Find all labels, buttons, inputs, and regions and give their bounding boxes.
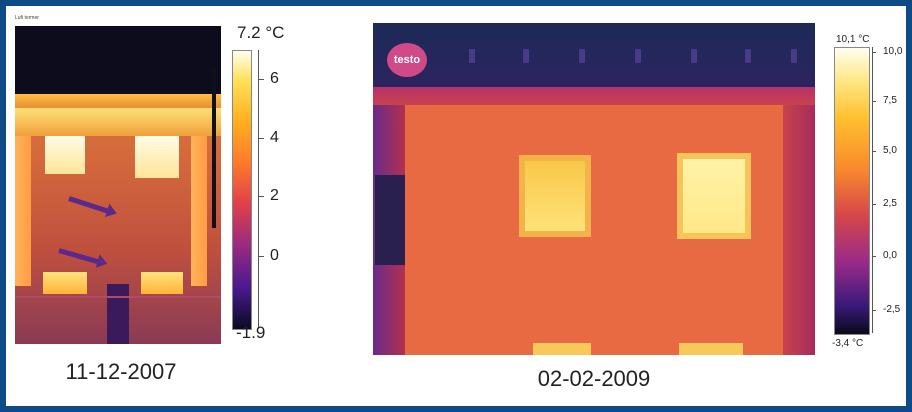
left-arrow-1: [68, 196, 110, 214]
right-lower-glow-2: [679, 343, 743, 355]
testo-logo: testo: [387, 43, 427, 77]
right-tick: [872, 310, 876, 311]
figure-frame: Lufi termer 7.2 °C 6 4 2 0 -1.9 11-12-20…: [6, 6, 906, 406]
left-scale-label: 4: [270, 129, 279, 146]
right-window-2: [677, 153, 751, 239]
left-eaves: [15, 94, 221, 108]
left-window-bottom-2: [141, 272, 183, 294]
left-window-top-2: [135, 136, 179, 178]
roof-skylight: [691, 49, 697, 63]
left-pillar-1: [15, 136, 31, 286]
left-pillar-2: [191, 136, 207, 286]
left-window-top-1: [45, 136, 85, 174]
right-scale-label: 2,5: [883, 198, 897, 209]
left-door: [107, 284, 129, 344]
roof-skylight: [745, 49, 751, 63]
left-image-edge: [212, 68, 216, 228]
right-tick: [872, 256, 876, 257]
right-thermal-image: testo: [373, 23, 815, 355]
left-thermal-image: [15, 26, 221, 344]
right-date-caption: 02-02-2009: [537, 366, 651, 391]
right-color-scale: [834, 47, 870, 335]
left-scale-label: 2: [270, 187, 279, 204]
right-lower-glow-1: [533, 343, 591, 355]
right-right-side: [783, 105, 815, 355]
right-roof: [373, 23, 815, 87]
left-sky: [15, 26, 221, 94]
left-tick: [258, 138, 264, 139]
right-tick: [872, 204, 876, 205]
roof-skylight: [523, 49, 529, 63]
right-tick: [872, 151, 876, 152]
right-scale-label: 0,0: [883, 250, 897, 261]
roof-skylight: [469, 49, 475, 63]
left-scale-label: 0: [270, 247, 279, 264]
left-date-caption: 11-12-2007: [65, 359, 177, 384]
right-gutter-band: [373, 87, 815, 105]
right-scale-label: 7,5: [883, 95, 897, 106]
right-dark-block: [375, 175, 405, 265]
right-scale-min: -3,4 °C: [832, 338, 864, 349]
roof-skylight: [635, 49, 641, 63]
left-railing: [15, 296, 221, 298]
left-upper-glow: [15, 108, 221, 136]
left-tick: [258, 79, 264, 80]
roof-skylight: [791, 49, 797, 63]
right-tick: [872, 101, 876, 102]
left-arrow-2: [58, 248, 101, 265]
right-scale-label: 10,0: [883, 46, 903, 57]
left-header-text: Lufi termer: [15, 15, 39, 21]
right-scale-label: 5,0: [883, 145, 897, 156]
left-tick: [258, 256, 264, 257]
left-scale-axis: [258, 50, 259, 328]
left-color-scale: [232, 50, 252, 330]
left-window-bottom-1: [43, 272, 87, 294]
roof-skylight: [579, 49, 585, 63]
right-scale-max: 10,1 °C: [836, 34, 870, 45]
right-scale-label: -2,5: [883, 304, 901, 315]
right-tick: [872, 52, 876, 53]
right-scale-axis: [872, 47, 873, 333]
left-scale-max: 7.2 °C: [237, 23, 285, 42]
left-scale-min: -1.9: [236, 323, 266, 342]
right-window-1: [519, 155, 591, 237]
left-scale-label: 6: [270, 70, 279, 87]
left-tick: [258, 196, 264, 197]
